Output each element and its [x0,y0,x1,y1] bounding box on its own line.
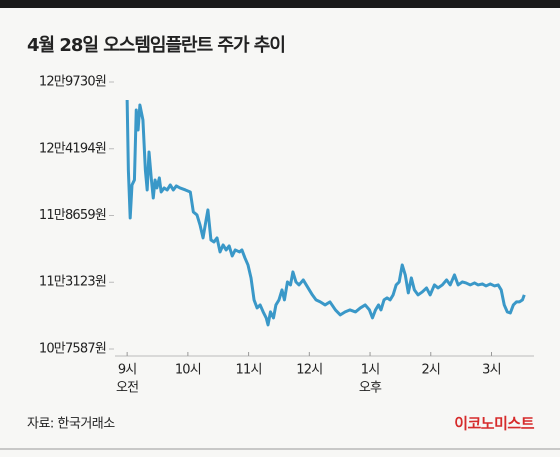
x-tick-label: 1시 [361,363,380,378]
x-tick-label: 11시 [236,363,262,378]
x-tick-label: 12시 [296,363,322,378]
logo: 이코노미스트 [454,415,535,433]
y-tick-label: 11만3123원 [39,275,106,290]
y-tick-label: 11만8659원 [39,208,106,223]
x-sublabel: 오후 [359,381,382,396]
x-tick-label: 10시 [175,363,201,378]
x-tick-label: 9시 [118,363,137,378]
y-tick-label: 12만9730원 [39,75,106,90]
chart-title: 4월 28일 오스템임플란트 주가 추이 [27,35,285,56]
y-tick-label: 12만4194원 [39,141,106,156]
x-tick-label: 2시 [421,363,440,378]
price-line [125,99,526,327]
source: 자료: 한국거래소 [27,417,115,432]
y-tick-label: 10만7587원 [39,342,106,357]
x-sublabel: 오전 [116,381,138,396]
x-tick-label: 3시 [482,363,501,378]
top-bar [0,0,560,8]
